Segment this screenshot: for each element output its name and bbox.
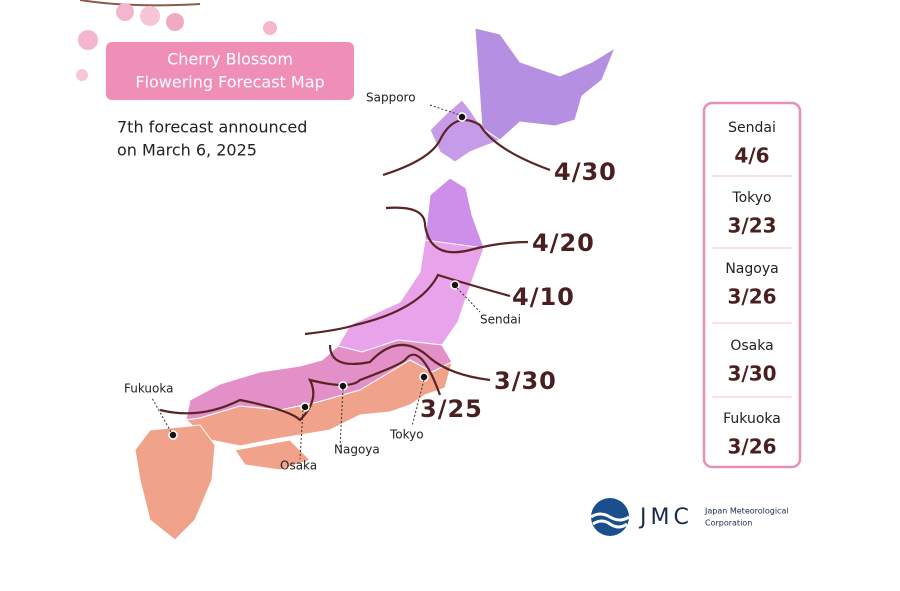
table-date: 3/23 [727,214,776,238]
table-dividers [712,175,792,398]
table-date: 3/26 [727,435,776,459]
title-line: Flowering Forecast Map [135,73,324,92]
blossom-decoration [76,0,277,81]
logo-mark: JMC [638,505,693,530]
city-label: Sapporo [366,91,416,105]
isoline-label: 4/10 [512,283,575,311]
isoline [159,353,442,422]
forecast-table [702,101,802,469]
city-label: Nagoya [334,443,380,457]
city-label: Sendai [480,313,521,327]
logo-icon [590,498,630,536]
title-line: Cherry Blossom [167,50,293,69]
isoline-label: 4/30 [554,158,617,186]
table-date: 4/6 [734,144,769,168]
japan-map [134,27,617,541]
isoline [304,273,511,336]
table-city: Sendai [728,120,776,136]
logo-name: Japan Meteorological [704,507,789,516]
subtitle-line: on March 6, 2025 [117,141,257,160]
table-city: Osaka [730,338,773,354]
city-label: Fukuoka [124,382,173,396]
title-box [106,42,354,100]
isoline [328,343,491,382]
isoline-label: 3/30 [494,367,557,395]
isoline-label: 3/25 [420,395,483,423]
subtitle-line: 7th forecast announced [117,118,307,137]
table-city: Nagoya [725,261,778,277]
table-city: Fukuoka [723,411,781,427]
table-city: Tokyo [731,190,771,206]
isoline [385,206,529,254]
logo-name: Corporation [705,519,752,528]
city-label: Osaka [280,459,317,473]
table-date: 3/30 [727,362,776,386]
leader-lines [151,104,481,460]
table-date: 3/26 [727,285,776,309]
isoline-label: 4/20 [532,229,595,257]
city-label: Tokyo [389,428,424,442]
